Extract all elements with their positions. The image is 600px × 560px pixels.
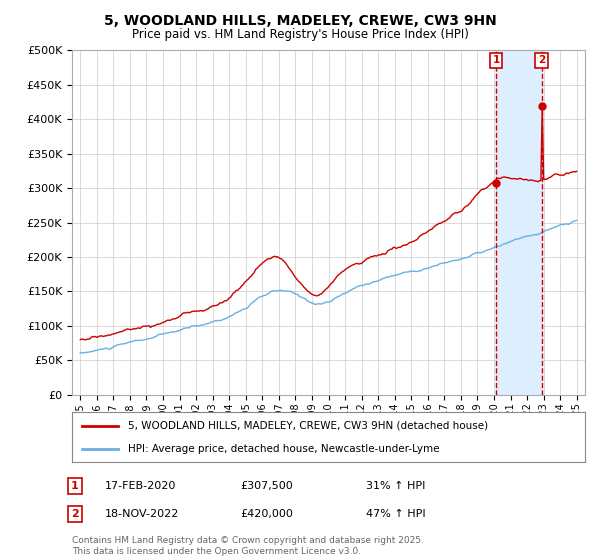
Text: 2: 2 bbox=[538, 55, 545, 65]
Text: 1: 1 bbox=[71, 481, 79, 491]
Text: Contains HM Land Registry data © Crown copyright and database right 2025.
This d: Contains HM Land Registry data © Crown c… bbox=[72, 536, 424, 556]
Text: 47% ↑ HPI: 47% ↑ HPI bbox=[366, 509, 425, 519]
Text: £420,000: £420,000 bbox=[240, 509, 293, 519]
Text: 5, WOODLAND HILLS, MADELEY, CREWE, CW3 9HN (detached house): 5, WOODLAND HILLS, MADELEY, CREWE, CW3 9… bbox=[128, 421, 488, 431]
Text: HPI: Average price, detached house, Newcastle-under-Lyme: HPI: Average price, detached house, Newc… bbox=[128, 445, 440, 454]
Bar bbox=[496, 50, 542, 395]
Text: 31% ↑ HPI: 31% ↑ HPI bbox=[366, 481, 425, 491]
Text: 18-NOV-2022: 18-NOV-2022 bbox=[105, 509, 179, 519]
Text: 1: 1 bbox=[493, 55, 500, 65]
Text: 5, WOODLAND HILLS, MADELEY, CREWE, CW3 9HN: 5, WOODLAND HILLS, MADELEY, CREWE, CW3 9… bbox=[104, 14, 496, 28]
Text: Price paid vs. HM Land Registry's House Price Index (HPI): Price paid vs. HM Land Registry's House … bbox=[131, 28, 469, 41]
Text: 17-FEB-2020: 17-FEB-2020 bbox=[105, 481, 176, 491]
Text: £307,500: £307,500 bbox=[240, 481, 293, 491]
Text: 2: 2 bbox=[71, 509, 79, 519]
